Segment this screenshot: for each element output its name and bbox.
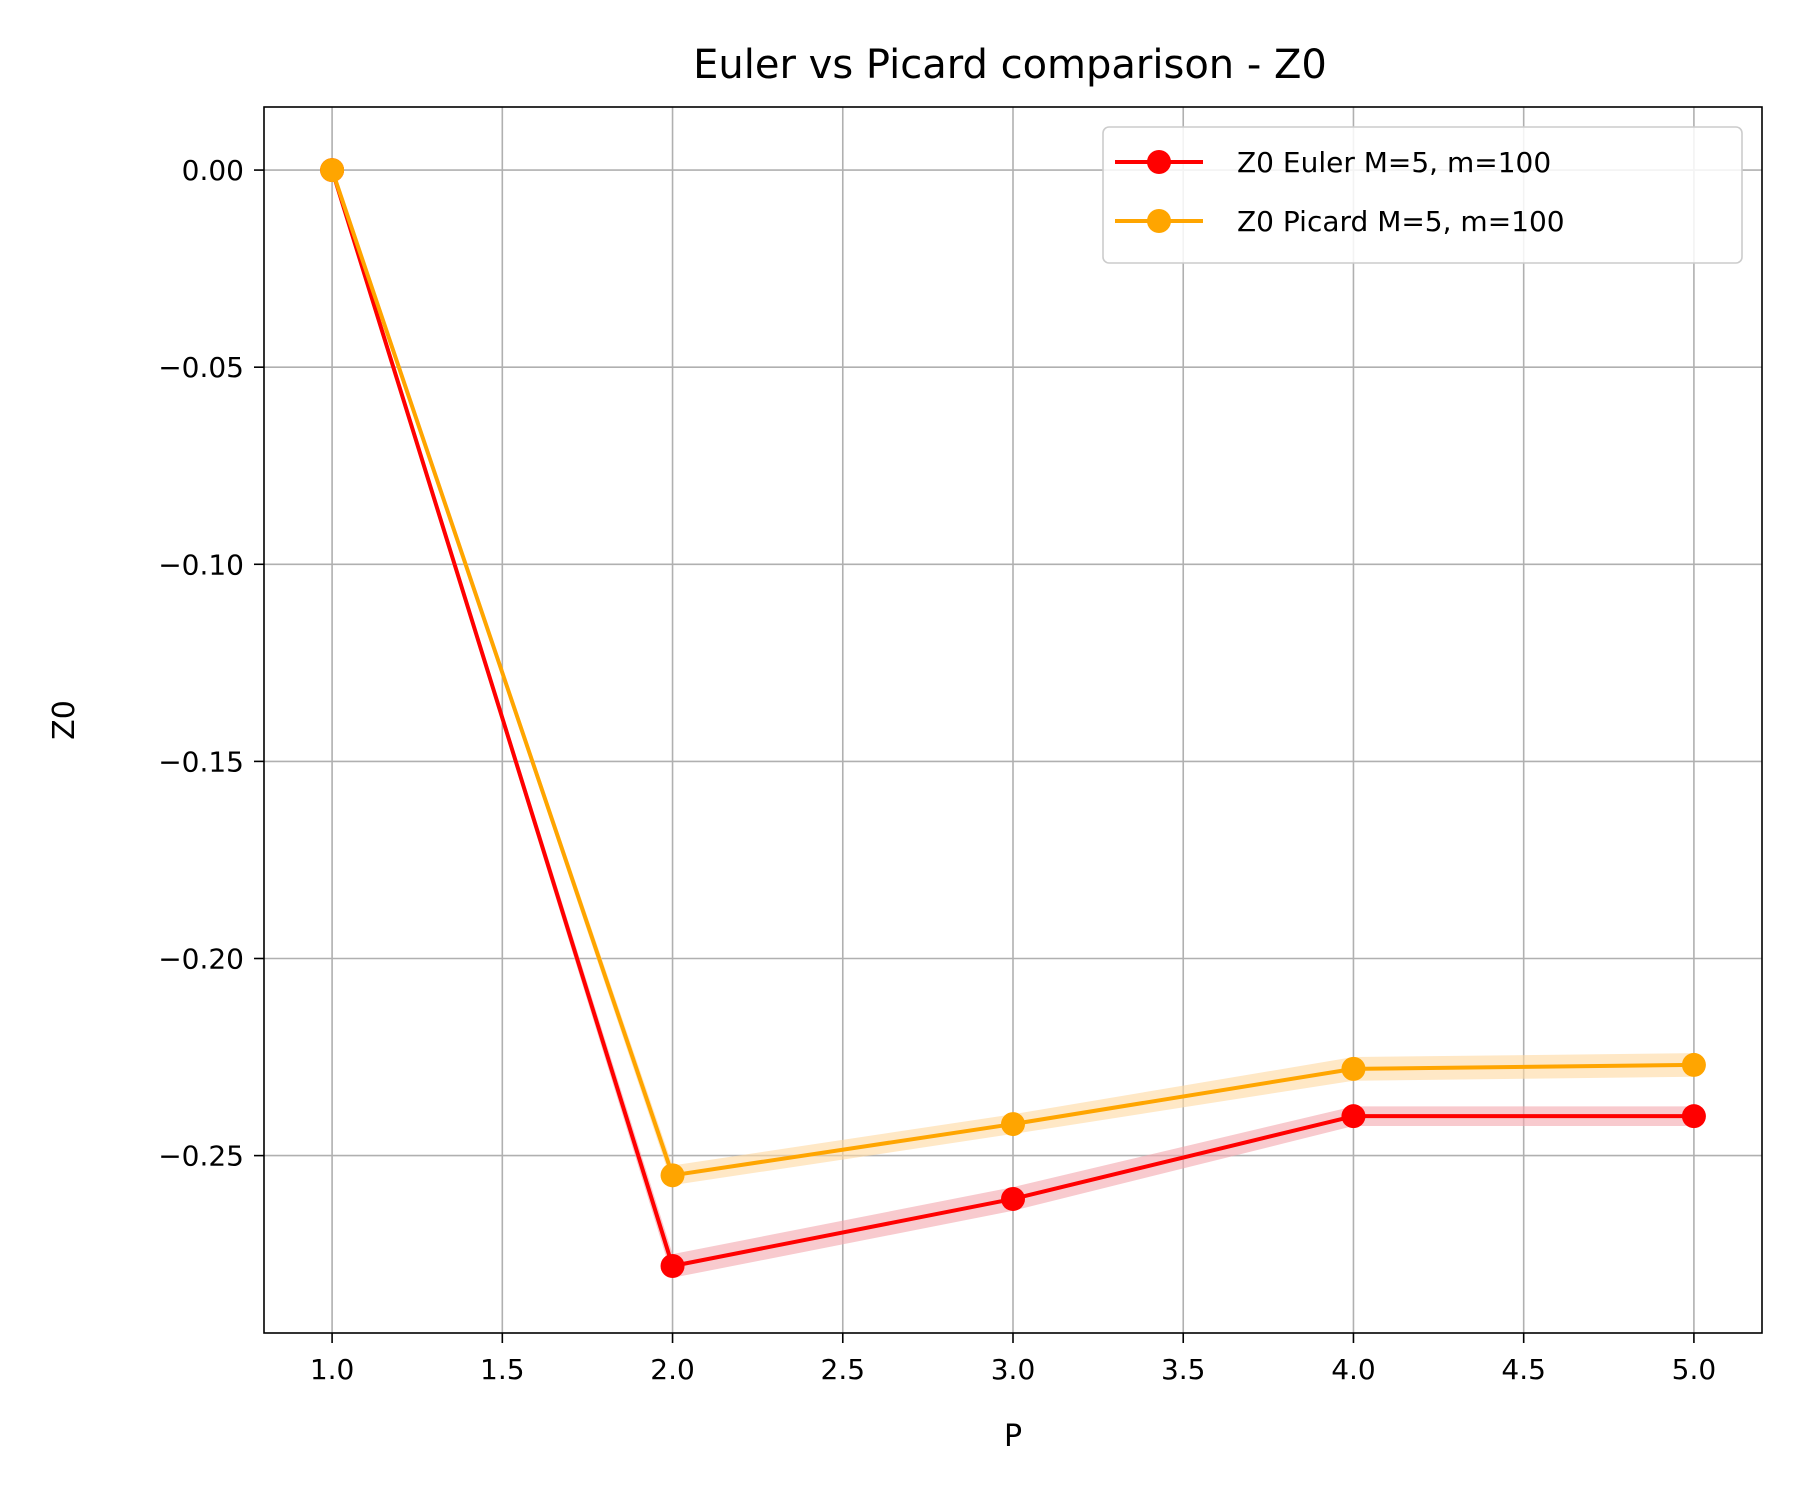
series-2-point [660,1163,685,1188]
y-tick-label: −0.05 [158,351,244,384]
x-tick-label: 4.5 [1501,1353,1546,1386]
y-axis-label: Z0 [47,700,82,740]
x-tick-label: 2.5 [821,1353,866,1386]
series-2-point [1341,1056,1366,1081]
y-tick-label: −0.10 [158,548,244,581]
series-2-point [1681,1052,1706,1077]
series-1-point [1001,1186,1025,1211]
x-tick-label: 2.0 [650,1353,695,1386]
y-tick-label: 0.00 [182,154,244,187]
series-2-point [320,158,345,183]
x-tick-label: 5.0 [1672,1353,1717,1386]
series-1-point [660,1253,685,1278]
series-layer [320,158,1706,1278]
x-tick-label: 1.5 [480,1353,525,1386]
tick-layer: 1.0 1.5 2.0 2.5 3.0 3.5 4.0 4.5 5.0 0.00 −0.05 −0.1… [158,154,1716,1386]
y-tick-label: −0.15 [158,745,244,778]
series-1-point [1681,1104,1706,1129]
chart-title: Euler vs Picard comparison - Z0 [693,42,1327,88]
x-tick-label: 4.0 [1331,1353,1376,1386]
legend: Z0 Euler M=5, m=100 Z0 Picard M=5, m=100 [1102,126,1743,264]
legend-marker [1147,150,1171,174]
x-tick-label: 3.5 [1161,1353,1206,1386]
x-axis-label: P [1004,1419,1022,1454]
legend-entry-label: Z0 Euler M=5, m=100 [1237,146,1551,179]
legend-box [1102,126,1743,264]
y-tick-label: −0.20 [158,942,244,975]
legend-entry-label: Z0 Picard M=5, m=100 [1237,205,1565,238]
y-tick-label: −0.25 [158,1140,244,1173]
series-2-point [1001,1112,1025,1137]
series-1-point [1341,1104,1366,1129]
x-tick-label: 3.0 [991,1353,1036,1386]
x-tick-label: 1.0 [310,1353,355,1386]
legend-marker [1147,209,1171,233]
